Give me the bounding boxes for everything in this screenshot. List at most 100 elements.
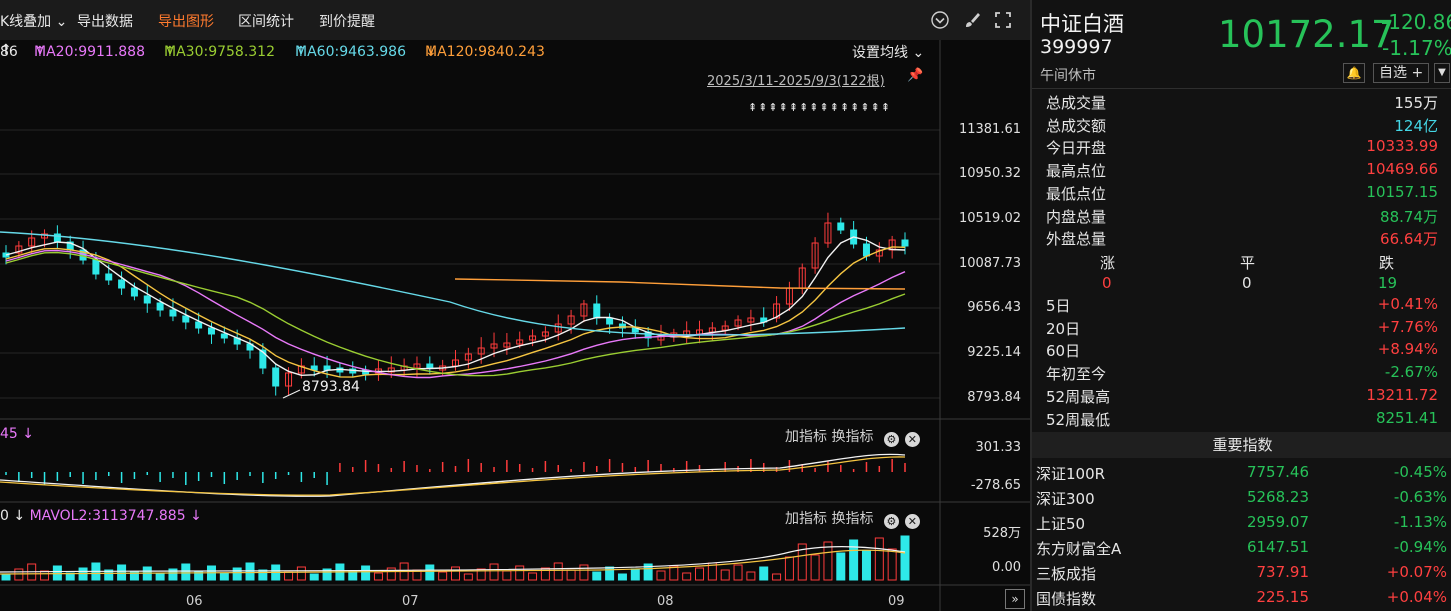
volume-bar [630, 568, 640, 581]
stat-value: 66.64万 [1380, 230, 1438, 249]
add-indicator-button[interactable]: 加指标 [785, 429, 827, 445]
volume-bar [566, 569, 576, 581]
candle-body [747, 317, 755, 323]
volume-bar [309, 573, 319, 581]
stat-label: 总成交额 [1046, 116, 1107, 135]
event-markers: ⇞⇞⇞⇞⇞⇞⇞⇞⇞⇞⇞⇞⇞⇞ [748, 101, 892, 114]
breadth-down-label: 跌 [1379, 254, 1395, 272]
last-price: 10172.17 [1218, 13, 1395, 56]
period-value: +0.41% [1377, 295, 1438, 313]
vol-axis-tick: 0.00 [992, 560, 1021, 575]
stat-row: 今日开盘 10333.99 [1046, 137, 1438, 159]
period-label: 年初至今 [1046, 365, 1107, 384]
candle-body [567, 315, 575, 325]
candle-body [837, 222, 845, 231]
k-overlay-button[interactable]: K线叠加 ⌄ [0, 14, 68, 30]
ma5-line [5, 236, 906, 377]
ma-settings-button[interactable]: 设置均线 ⌄ [852, 45, 925, 61]
breadth-flat-count: 0 [1242, 274, 1252, 292]
stat-label: 总成交量 [1046, 94, 1107, 112]
index-name: 中证白酒 [1040, 12, 1124, 36]
close-icon[interactable]: ✕ [904, 514, 920, 529]
candle-body [28, 237, 36, 247]
add-watchlist-button[interactable]: 自选 + [1373, 63, 1430, 83]
volume-bar [181, 563, 191, 581]
index-row-name: 国债指数 [1036, 590, 1097, 608]
volume-bar [515, 565, 525, 581]
volume-bar [245, 562, 255, 581]
candle-body [477, 347, 485, 355]
stat-row: 总成交量 155万 [1046, 92, 1438, 114]
volume-bar [386, 567, 396, 581]
stat-row: 总成交额 124亿 [1046, 115, 1438, 137]
candle-body [195, 321, 203, 329]
period-label: 60日 [1046, 342, 1081, 361]
bell-icon[interactable]: 🔔 [1343, 63, 1365, 83]
ma10-value: 86 ↑ [0, 42, 18, 60]
export-chart-button[interactable]: 导出图形 [158, 14, 214, 30]
fullscreen-icon[interactable] [993, 11, 1013, 31]
candle-body [426, 363, 434, 369]
stat-label: 最高点位 [1046, 162, 1107, 181]
candle-body [41, 233, 49, 239]
gear-icon[interactable]: ⚙ [883, 514, 899, 529]
vol-controls: 加指标 换指标 ⚙ ✕ [785, 508, 920, 529]
candle-body [811, 242, 819, 269]
volume-bar [553, 562, 563, 581]
gear-icon[interactable]: ⚙ [883, 432, 899, 447]
low-price-marker: 8793.84 [302, 379, 360, 395]
candle-body [516, 339, 524, 345]
index-row-price: 6147.51 [1246, 538, 1309, 556]
candle-body [259, 349, 267, 369]
stat-value: 88.74万 [1380, 207, 1438, 226]
period-value: +7.76% [1377, 317, 1438, 336]
volume-bar [258, 569, 268, 581]
macd-axis-tick: 301.33 [975, 440, 1022, 455]
macd-controls: 加指标 换指标 ⚙ ✕ [785, 426, 920, 447]
caret-down-icon[interactable]: ▼ [1434, 63, 1450, 83]
kline-chart[interactable] [0, 0, 1030, 611]
axis-tick: 11381.61 [958, 122, 1021, 137]
x-axis-label: 09 [888, 594, 905, 609]
candle-body [503, 342, 511, 348]
index-row[interactable]: 深证100R 7757.46 -0.45% [1032, 460, 1451, 485]
candle-body [734, 319, 742, 327]
index-row[interactable]: 国债指数 225.15 +0.04% [1032, 585, 1451, 610]
mavol2-line [0, 549, 906, 575]
volume-bar [643, 563, 653, 581]
close-icon[interactable]: ✕ [904, 432, 920, 447]
index-row-pct: -0.45% [1393, 463, 1447, 481]
divider [1032, 88, 1451, 89]
export-data-button[interactable]: 导出数据 [77, 14, 133, 30]
index-row[interactable]: 上证50 2959.07 -1.13% [1032, 510, 1451, 535]
index-row[interactable]: 东方财富全A 6147.51 -0.94% [1032, 535, 1451, 560]
volume-bar [784, 556, 794, 581]
volume-bar [219, 572, 229, 581]
date-range-label[interactable]: 2025/3/11-2025/9/3(122根) [707, 74, 885, 89]
pin-icon[interactable]: 📌 [907, 68, 924, 83]
volume-bar [129, 571, 139, 581]
brush-icon[interactable] [962, 11, 982, 31]
stat-label: 内盘总量 [1046, 207, 1107, 226]
quote-panel: 中证白酒 399997 午间休市 10172.17 -120.86 -1.17%… [1030, 0, 1451, 611]
volume-bar [489, 563, 499, 581]
x-axis-label: 06 [186, 594, 203, 609]
add-indicator-button[interactable]: 加指标 [785, 511, 827, 527]
chart-toolbar: K线叠加 ⌄ 导出数据 导出图形 区间统计 到价提醒 [0, 0, 1030, 40]
price-alert-button[interactable]: 到价提醒 [319, 14, 375, 30]
stat-row: 内盘总量 88.74万 [1046, 206, 1438, 228]
index-row-name: 三板成指 [1036, 565, 1097, 583]
index-row[interactable]: 三板成指 737.91 +0.07% [1032, 560, 1451, 585]
swap-indicator-button[interactable]: 换指标 [831, 429, 874, 445]
stat-value: 124亿 [1394, 116, 1438, 135]
market-status: 午间休市 [1040, 68, 1096, 84]
x-axis-label: 08 [657, 594, 674, 609]
index-row[interactable]: 深证300 5268.23 -0.63% [1032, 485, 1451, 510]
swap-indicator-button[interactable]: 换指标 [831, 511, 874, 527]
candle-body [272, 367, 280, 387]
range-stats-button[interactable]: 区间统计 [238, 14, 294, 30]
volume-bar [592, 571, 602, 581]
period-value: 8251.41 [1375, 408, 1438, 427]
scroll-right-icon[interactable]: » [1005, 589, 1025, 609]
chevron-down-circle-icon[interactable] [930, 11, 950, 31]
